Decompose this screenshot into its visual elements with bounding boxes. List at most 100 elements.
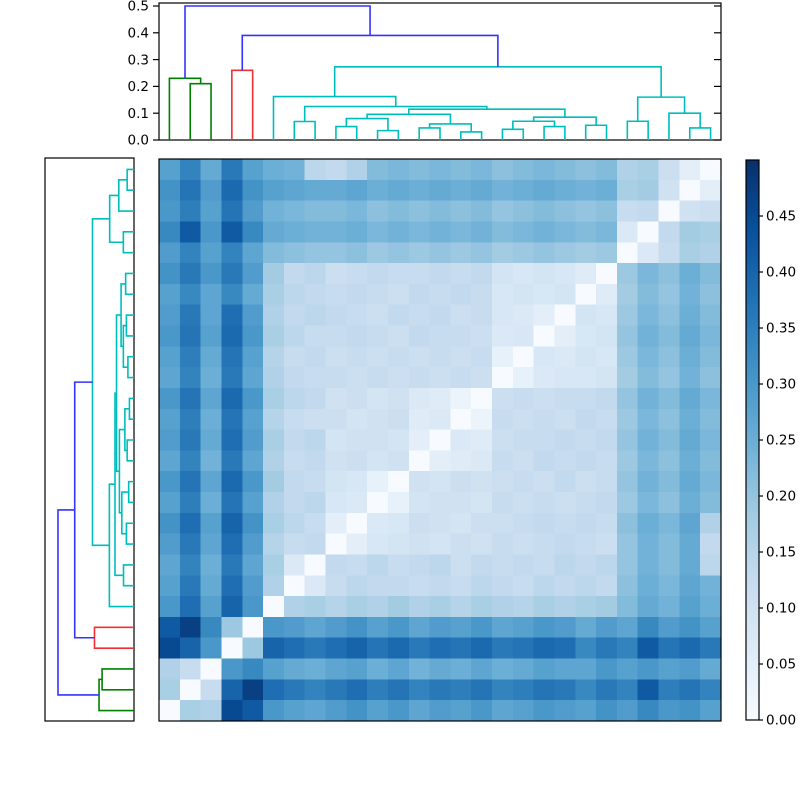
colorbar-tick-label: 0.15 <box>766 545 796 561</box>
heatmap-cell <box>283 492 306 514</box>
heatmap-cell <box>159 450 181 472</box>
heatmap-cell <box>596 367 618 389</box>
heatmap-cell <box>263 512 285 535</box>
heatmap-cell <box>325 616 347 639</box>
heatmap-cell <box>450 325 472 347</box>
heatmap-cell <box>304 658 326 680</box>
heatmap-cell <box>242 283 264 306</box>
heatmap-cell <box>554 159 576 181</box>
heatmap-cell <box>200 533 222 555</box>
heatmap-cell <box>346 283 368 306</box>
heatmap-cell <box>450 575 472 597</box>
heatmap-cell <box>429 221 451 243</box>
heatmap-cell <box>346 408 368 430</box>
heatmap-cell <box>471 221 493 243</box>
heatmap-cell <box>616 471 639 493</box>
heatmap-cell <box>700 221 722 243</box>
heatmap-cell <box>283 408 306 430</box>
heatmap-cell <box>512 408 535 430</box>
left-dendrogram-link <box>57 509 100 696</box>
heatmap-cell <box>387 429 410 451</box>
heatmap-cell <box>616 283 639 306</box>
heatmap-cell <box>221 637 243 659</box>
heatmap-cell <box>408 325 430 347</box>
heatmap-cell <box>658 325 680 347</box>
heatmap-cell <box>325 679 347 701</box>
heatmap-cell <box>242 637 264 659</box>
colorbar-tick-label: 0.05 <box>766 657 796 673</box>
heatmap-cell <box>575 159 597 181</box>
heatmap-cell <box>221 159 243 181</box>
heatmap-cell <box>679 221 701 243</box>
heatmap-cell <box>596 304 618 326</box>
heatmap-cell <box>492 658 514 680</box>
heatmap-cell <box>346 658 368 680</box>
heatmap-cell <box>408 616 430 639</box>
heatmap-cell <box>179 575 201 597</box>
heatmap-cell <box>679 637 701 659</box>
top-dendrogram-link <box>184 5 371 79</box>
heatmap-cell <box>387 658 410 680</box>
heatmap-cell <box>533 450 555 472</box>
heatmap-cell <box>346 346 368 368</box>
heatmap-cell <box>679 533 701 555</box>
heatmap-cell <box>616 304 639 326</box>
heatmap-cell <box>283 596 306 618</box>
heatmap-cell <box>221 283 243 306</box>
heatmap-cell <box>346 450 368 472</box>
heatmap-cell <box>408 367 430 389</box>
heatmap-cell <box>263 242 285 264</box>
heatmap-cell <box>512 471 535 493</box>
heatmap-cell <box>492 679 514 701</box>
heatmap-cell <box>554 429 576 451</box>
heatmap-cell <box>179 304 201 326</box>
colorbar-tick-label: 0.45 <box>766 209 796 225</box>
heatmap-cell <box>450 637 472 659</box>
heatmap-cell <box>159 408 181 430</box>
heatmap-cell <box>533 700 555 722</box>
heatmap-cell <box>700 575 722 597</box>
heatmap-cell <box>658 367 680 389</box>
heatmap-cell <box>283 325 306 347</box>
heatmap-cell <box>533 658 555 680</box>
heatmap-cell <box>263 304 285 326</box>
heatmap-cell <box>242 179 264 201</box>
heatmap-cell <box>325 367 347 389</box>
heatmap-cell <box>179 512 201 535</box>
heatmap-cell <box>575 221 597 243</box>
heatmap-cell <box>159 575 181 597</box>
heatmap-cell <box>679 159 701 181</box>
heatmap-cell <box>616 159 639 181</box>
heatmap-cell <box>325 700 347 722</box>
heatmap-cell <box>387 242 410 264</box>
heatmap-cell <box>283 159 306 181</box>
heatmap-cell <box>575 533 597 555</box>
heatmap-cell <box>304 242 326 264</box>
heatmap-cell <box>575 304 597 326</box>
heatmap-cell <box>450 492 472 514</box>
heatmap-cell <box>159 679 181 701</box>
heatmap-cell <box>658 575 680 597</box>
heatmap-cell <box>200 429 222 451</box>
heatmap-cell <box>679 325 701 347</box>
heatmap-cell <box>346 512 368 535</box>
heatmap-cell <box>471 200 493 222</box>
heatmap-cell <box>512 575 535 597</box>
heatmap-cell <box>492 263 514 285</box>
heatmap-cell <box>533 325 555 347</box>
heatmap-cell <box>492 159 514 181</box>
heatmap-cell <box>179 658 201 680</box>
heatmap-cell <box>596 242 618 264</box>
heatmap-cell <box>304 700 326 722</box>
heatmap-cell <box>492 346 514 368</box>
heatmap-cell <box>637 367 659 389</box>
heatmap-cell <box>242 325 264 347</box>
heatmap-cell <box>596 346 618 368</box>
heatmap-cell <box>658 408 680 430</box>
heatmap-cell <box>429 450 451 472</box>
heatmap-cell <box>242 616 264 639</box>
heatmap-cell <box>533 637 555 659</box>
heatmap-cell <box>492 492 514 514</box>
heatmap-cell <box>159 616 181 639</box>
